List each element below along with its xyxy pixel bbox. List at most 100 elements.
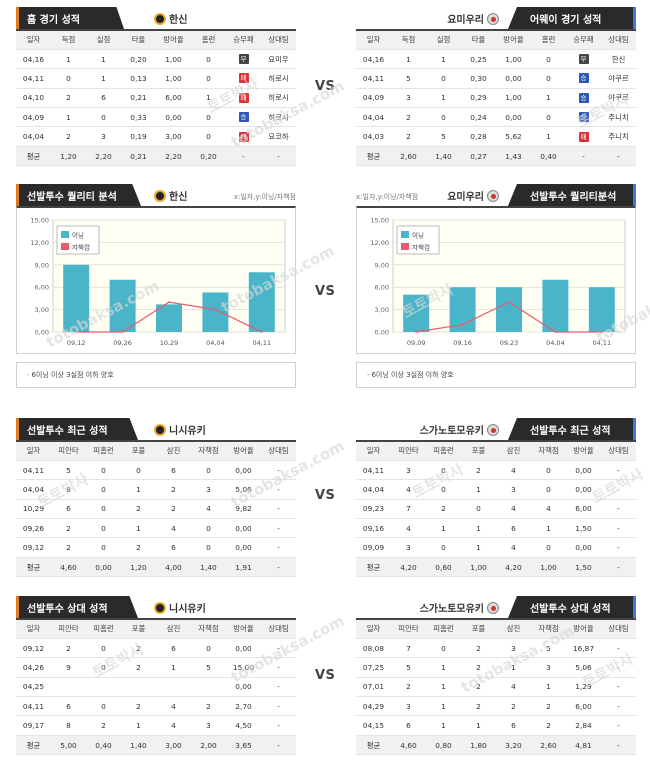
away-chart-axis-hint: x:일자,y:이닝/자책점 (356, 193, 419, 201)
giants-logo-icon (487, 189, 499, 202)
table-cell: 4 (496, 499, 531, 520)
table-cell: 요코하 (261, 126, 296, 147)
result-badge: 패 (578, 131, 589, 142)
y-tick-label: 15,00 (30, 217, 49, 225)
average-label: 평균 (16, 735, 51, 756)
table-cell: 2 (496, 696, 531, 717)
away-quality-chart-svg: 0,00 3,00 6,00 9,00 12,00 15,00 09,09 09,16 09,2… (370, 217, 626, 347)
table-cell: 0,00 (226, 638, 261, 659)
innings-bar (496, 287, 522, 332)
x-tick-label: 09,12 (67, 339, 86, 347)
away-quality-chart: 0,00 3,00 6,00 9,00 12,00 15,00 09,09 09,16 09,2… (356, 206, 636, 354)
table-cell: - (261, 657, 296, 678)
table-cell: 히로시 (261, 68, 296, 89)
table-cell: 2 (51, 518, 86, 539)
column-header: 피홈런 (86, 441, 121, 461)
table-cell: 1 (86, 49, 121, 70)
table-cell: 1,00 (156, 49, 191, 70)
table-cell: 10,29 (16, 499, 51, 520)
table-cell: 4 (496, 677, 531, 698)
average-cell: 1,40 (191, 557, 226, 578)
away-pitcher-recent-header: 스가노토모유키 선발투수 최근 성적 (356, 418, 636, 440)
home-team-label: 한신 (169, 15, 188, 26)
table-cell: 04,04 (16, 479, 51, 500)
tigers-logo-icon (154, 423, 166, 436)
table-cell: 5 (531, 638, 566, 659)
innings-bar (403, 294, 430, 332)
giants-logo-icon (487, 423, 499, 436)
result-cell: 무 (226, 49, 261, 70)
average-cell: 1,40 (426, 146, 461, 167)
result-cell: 패 (566, 126, 601, 147)
average-label: 평균 (16, 146, 51, 167)
column-header: 삼진 (156, 619, 191, 639)
table-cell: 04,16 (16, 49, 51, 70)
column-header: 상대팀 (601, 30, 636, 50)
table-cell: 2 (531, 696, 566, 717)
table-cell (86, 677, 121, 698)
table-cell: 0 (86, 638, 121, 659)
table-cell: 0 (191, 518, 226, 539)
vs-label: VS (315, 284, 336, 299)
column-header: 피안타 (51, 441, 86, 461)
average-row: 평균 4,60 0,80 1,80 3,20 2,60 4,81- (356, 735, 636, 756)
table-cell: 야쿠르 (601, 68, 636, 89)
table-cell: 9 (51, 657, 86, 678)
table-cell: 0 (86, 479, 121, 500)
table-cell: 5 (391, 657, 426, 678)
average-cell: 3,00 (156, 735, 191, 756)
average-cell: 4,60 (391, 735, 426, 756)
table-cell: - (601, 715, 636, 736)
table-cell: 주니치 (601, 126, 636, 147)
average-label: 평균 (356, 146, 391, 167)
column-header: 방어율 (566, 619, 601, 639)
away-pitcher-vs-header: 스가노토모유키 선발투수 상대 성적 (356, 596, 636, 618)
table-row: 07,01 2 1 2 4 1 1,29- (356, 677, 636, 698)
table-cell: 0,00 (226, 677, 261, 698)
result-badge: 승 (578, 92, 589, 103)
table-cell: 0 (531, 49, 566, 70)
table-cell: 0,30 (461, 68, 496, 89)
column-header: 방어율 (226, 441, 261, 461)
table-cell: 1,29 (566, 677, 601, 698)
table-cell: 1 (191, 88, 226, 109)
away-pitcher-recent-title: 선발투수 최근 성적 (508, 418, 636, 440)
table-cell: 6,00 (566, 696, 601, 717)
table-cell: 0 (426, 107, 461, 128)
away-quality-panel: x:일자,y:이닝/자책점 요미우리 선발투수 퀄리티분석 0,00 3,00 6,… (356, 184, 636, 394)
average-cell: 1,20 (51, 146, 86, 167)
home-team-name: 한신 (154, 11, 187, 26)
table-cell: 6 (496, 715, 531, 736)
table-cell: - (601, 518, 636, 539)
column-header: 자책점 (531, 619, 566, 639)
table-cell: 0 (86, 460, 121, 481)
table-cell: - (261, 460, 296, 481)
earned-runs-point (508, 301, 510, 304)
table-header-row: 일자 득점 실점 타율 방어율 홈런 승무패 상대팀 (16, 30, 296, 50)
earned-runs-point (600, 331, 603, 333)
x-tick-label: 04,11 (252, 339, 271, 347)
table-cell: 0 (531, 537, 566, 558)
table-cell: 히로시 (261, 107, 296, 128)
table-cell: 16,87 (566, 638, 601, 659)
column-header: 상대팀 (261, 619, 296, 639)
column-header: 홈런 (531, 30, 566, 50)
table-cell: 04,11 (356, 460, 391, 481)
table-cell: - (601, 499, 636, 520)
column-header: 삼진 (156, 441, 191, 461)
away-quality-note: · 6이닝 이상 3실점 이하 양호 (356, 362, 636, 388)
table-cell: 0 (531, 68, 566, 89)
x-tick-label: 09,09 (407, 339, 426, 347)
table-cell: 6 (156, 537, 191, 558)
result-cell: 패 (226, 126, 261, 147)
table-cell: - (261, 537, 296, 558)
column-header: 일자 (356, 619, 391, 639)
table-row: 04,11 5 0 0 6 0 0,00- (16, 460, 296, 481)
table-cell: 2 (156, 499, 191, 520)
table-cell: 4 (496, 537, 531, 558)
away-record-table: 일자 득점 실점 타율 방어율 홈런 승무패 상대팀 04,16 1 1 0,25 1,00 0 무 한신 04… (356, 29, 636, 167)
earned-runs-point (168, 301, 170, 304)
table-cell: 3 (391, 696, 426, 717)
home-record-table: 일자 득점 실점 타율 방어율 홈런 승무패 상대팀 04,16 1 1 0,20 1,00 0 무 요미우 0… (16, 29, 296, 167)
table-cell: 3 (191, 479, 226, 500)
